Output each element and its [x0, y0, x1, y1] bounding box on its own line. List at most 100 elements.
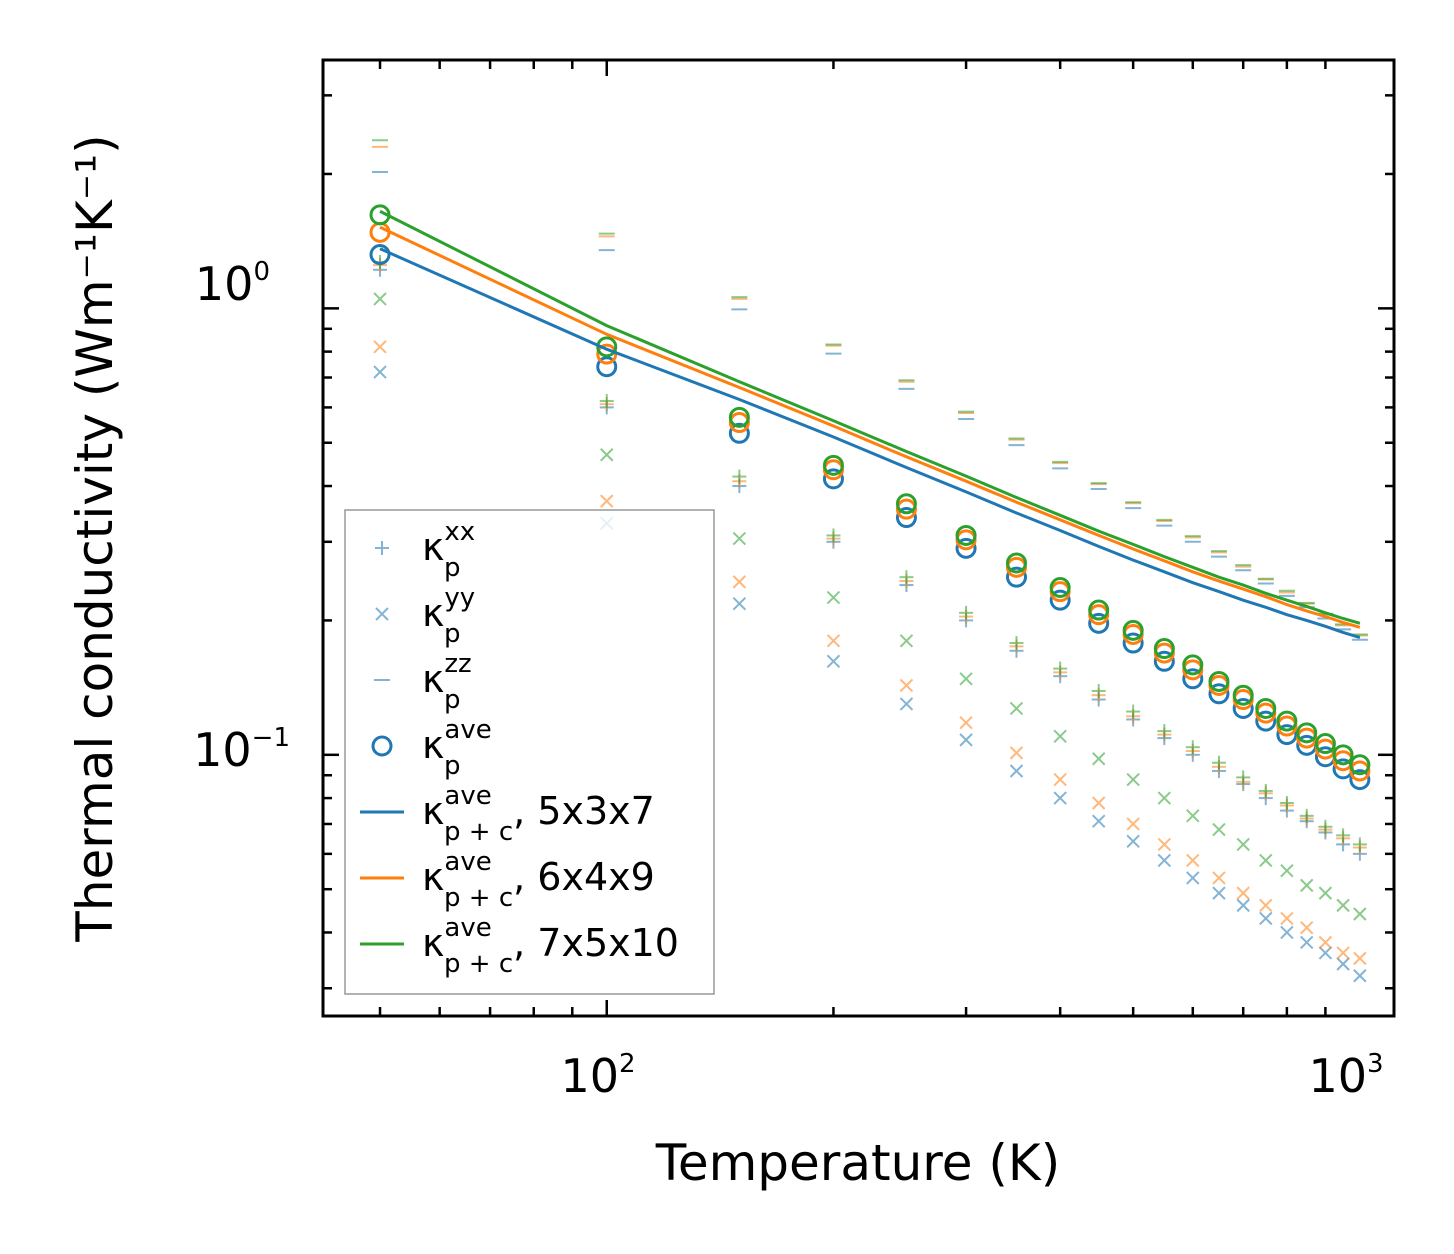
point-yy-blue-750 [1259, 911, 1273, 926]
point-yy-orange-100 [600, 494, 614, 508]
point-yy-orange-1000 [1353, 951, 1367, 966]
point-yy-blue-650 [1212, 886, 1226, 900]
point-yy-orange-550 [1157, 837, 1172, 852]
point-ave-orange-50 [369, 221, 391, 243]
point-yy-green-900 [1318, 886, 1333, 900]
point-ave-blue-400 [1049, 589, 1071, 611]
point-xx-green-250 [899, 570, 914, 585]
point-yy-green-400 [1053, 729, 1067, 744]
data-marks [369, 139, 1371, 983]
legend-marker-x [375, 607, 389, 621]
point-ave-green-400 [1049, 577, 1071, 599]
series-line-blue [379, 247, 1361, 640]
point-yy-orange-700 [1236, 886, 1250, 900]
point-yy-orange-450 [1091, 796, 1106, 810]
point-yy-blue-350 [1009, 764, 1024, 778]
point-yy-green-200 [826, 590, 841, 605]
point-xx-green-300 [959, 605, 974, 620]
point-yy-orange-750 [1259, 898, 1273, 913]
point-yy-green-800 [1280, 864, 1294, 878]
legend-entry-3: κzz p [374, 649, 472, 715]
legend-label: κxx p [422, 517, 475, 583]
point-yy-green-700 [1236, 837, 1250, 852]
point-yy-green-650 [1212, 822, 1226, 837]
point-ave-green-150 [728, 406, 750, 428]
legend-entry-6: κave p + c, 6x4x9 [360, 847, 655, 913]
point-yy-orange-600 [1186, 853, 1200, 868]
legend-marker-circle [371, 735, 393, 757]
point-yy-green-1000 [1353, 907, 1367, 921]
legend-entry-2: κyy p [375, 583, 475, 649]
point-ave-green-700 [1232, 684, 1254, 706]
series-line-orange [379, 225, 1361, 629]
point-yy-orange-350 [1009, 746, 1024, 760]
point-yy-green-500 [1126, 772, 1140, 787]
y-tick-label-0.1: 10−1 [193, 723, 290, 777]
point-yy-green-550 [1157, 791, 1172, 805]
point-yy-green-750 [1259, 853, 1273, 868]
point-ave-blue-200 [822, 468, 844, 490]
point-ave-green-200 [822, 454, 844, 476]
point-ave-blue-50 [369, 244, 391, 266]
legend-entry-1: κxx p [375, 517, 475, 583]
point-yy-orange-650 [1212, 871, 1226, 885]
point-yy-green-950 [1336, 898, 1350, 913]
point-yy-green-350 [1009, 701, 1024, 716]
series-line-green [379, 209, 1361, 625]
point-yy-blue-50 [373, 365, 387, 379]
point-yy-orange-400 [1053, 772, 1067, 787]
point-ave-blue-250 [895, 507, 917, 529]
point-ave-blue-450 [1088, 612, 1110, 634]
point-ave-blue-550 [1153, 650, 1175, 672]
point-ave-blue-800 [1276, 724, 1298, 746]
point-ave-blue-300 [955, 537, 977, 559]
point-ave-blue-100 [596, 356, 618, 378]
point-yy-blue-1000 [1353, 969, 1367, 983]
point-yy-blue-950 [1336, 957, 1350, 971]
point-yy-green-100 [600, 448, 614, 462]
legend-label: κzz p [422, 649, 472, 715]
point-yy-orange-500 [1126, 817, 1140, 831]
legend-entry-7: κave p + c, 7x5x10 [360, 913, 679, 979]
point-yy-orange-200 [826, 634, 841, 648]
point-yy-blue-300 [959, 733, 973, 747]
point-ave-green-250 [895, 493, 917, 515]
point-xx-green-900 [1318, 819, 1333, 834]
point-ave-blue-650 [1208, 683, 1230, 705]
point-xx-green-350 [1009, 636, 1024, 651]
point-yy-blue-450 [1091, 814, 1106, 828]
point-yy-green-300 [959, 672, 973, 686]
point-ave-green-300 [955, 524, 977, 546]
legend-label: κave p [422, 715, 492, 781]
legend-label: κave p + c, 6x4x9 [422, 847, 655, 913]
point-xx-green-400 [1053, 661, 1068, 676]
x-axis-label: Temperature (K) [655, 1134, 1060, 1192]
point-xx-green-750 [1258, 783, 1273, 798]
point-yy-blue-850 [1300, 935, 1314, 950]
point-ave-green-550 [1153, 638, 1175, 660]
point-yy-orange-900 [1318, 935, 1333, 950]
point-ave-green-650 [1208, 670, 1230, 692]
point-yy-blue-400 [1053, 791, 1067, 805]
point-yy-orange-300 [959, 716, 973, 730]
point-xx-green-450 [1091, 683, 1106, 698]
point-xx-green-700 [1236, 770, 1251, 785]
point-xx-green-800 [1279, 795, 1294, 810]
point-yy-orange-850 [1300, 920, 1314, 935]
point-ave-green-1000 [1349, 754, 1371, 776]
point-xx-green-500 [1126, 704, 1141, 719]
point-ave-green-500 [1122, 619, 1144, 641]
legend-label: κave p + c, 5x3x7 [422, 781, 655, 847]
x-tick-label-100: 102 [560, 1049, 635, 1103]
plot-frame [321, 58, 1396, 1018]
point-xx-green-200 [826, 528, 841, 543]
point-yy-green-150 [732, 531, 747, 546]
point-yy-blue-700 [1236, 898, 1250, 913]
point-ave-green-950 [1332, 744, 1354, 766]
point-xx-green-150 [732, 469, 747, 484]
point-yy-green-50 [373, 292, 387, 306]
point-ave-blue-150 [728, 422, 750, 444]
point-yy-orange-950 [1336, 946, 1350, 960]
point-ave-green-900 [1314, 733, 1336, 755]
